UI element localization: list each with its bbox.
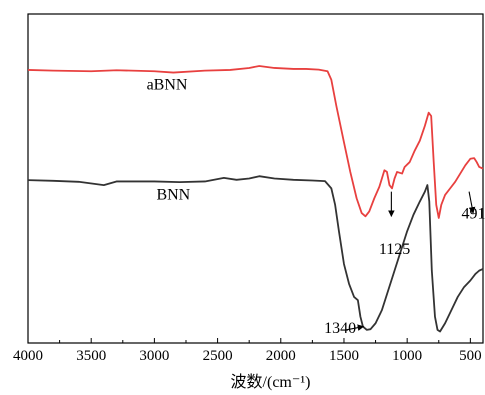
x-tick-label: 3000 (139, 348, 169, 364)
series-layer (27, 65, 484, 333)
annotation-label-1340: 1340 (324, 320, 356, 337)
plot-border (27, 13, 484, 344)
x-tick-label: 2000 (266, 348, 296, 364)
series-label-bnn: BNN (156, 187, 190, 204)
x-axis: 4000 3500 3000 2500 2000 1500 1000 500 (13, 338, 482, 364)
x-tick-label: 2500 (203, 348, 233, 364)
series-line-bnn (27, 175, 484, 333)
annotation-arrow-491 (468, 191, 476, 214)
x-tick-label: 4000 (13, 348, 43, 364)
plot-frame (27, 13, 484, 344)
series-line-abnn (27, 65, 484, 219)
x-tick-label: 1000 (392, 348, 422, 364)
series-label-abnn: aBNN (147, 77, 188, 94)
annotation-arrow-1340 (346, 324, 365, 331)
x-tick-label: 3500 (76, 348, 106, 364)
x-axis-title: 波数/(cm⁻¹) (231, 373, 311, 391)
annotation-label-491: 491 (462, 206, 485, 223)
annotation-layer: aBNN BNN 1125 491 1340 (147, 77, 485, 337)
annotation-label-1125: 1125 (379, 241, 410, 258)
x-tick-label: 1500 (329, 348, 359, 364)
x-tick-label: 500 (459, 348, 482, 364)
